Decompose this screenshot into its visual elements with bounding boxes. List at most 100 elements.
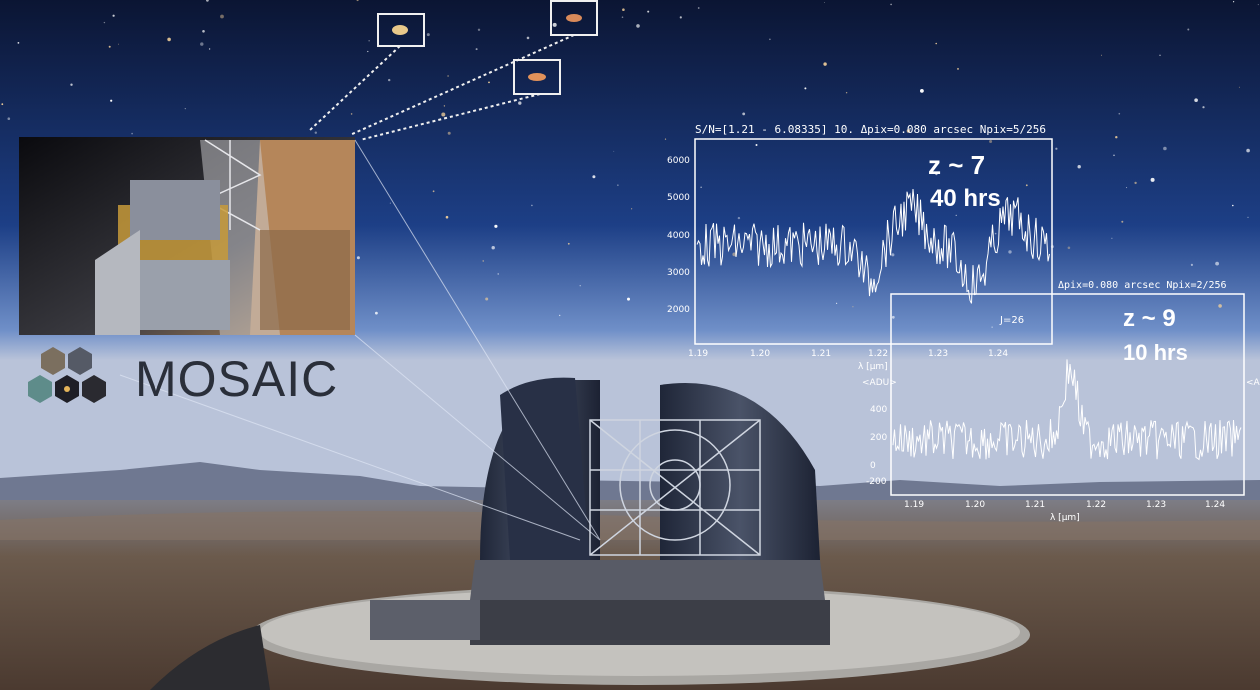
star [485,297,489,301]
spectrum-bottom-xtick: 1.21 [1025,500,1046,510]
spectrum-top-line [696,188,1050,304]
star [1025,184,1028,187]
star [131,132,133,135]
spectrum-top-xtick: 1.22 [868,349,889,359]
star [891,253,895,257]
spectrum-bottom-ytick: 200 [870,433,888,443]
star [108,45,111,48]
spectrum-bottom-ytick: 0 [870,461,876,471]
star [494,224,498,228]
star [1150,177,1155,182]
star [631,208,633,210]
star [356,0,359,2]
star [742,112,746,116]
spectrum-top-title: S/N=[1.21 - 6.08335] 10. Δpix=0.080 arcs… [695,123,1046,136]
star [220,14,224,19]
star [935,172,938,176]
star [491,246,495,250]
star [389,202,391,204]
star [7,117,11,120]
star [552,22,557,27]
star [441,112,446,117]
star [891,315,895,319]
star [906,129,911,133]
star [475,48,478,51]
spectrum-top-xtick: 1.19 [688,349,709,359]
star [167,37,171,42]
star [1202,106,1205,109]
star [1101,54,1102,56]
star [110,99,113,102]
star [356,256,360,260]
galaxy-markers [309,0,598,141]
star [447,131,451,135]
star [1232,204,1234,207]
spectrum-top-xtick: 1.24 [988,349,1009,359]
star [697,7,700,9]
star [567,242,570,245]
star [497,273,499,275]
star [935,42,937,45]
star [1194,98,1198,102]
spectrum-top-xtick: 1.23 [928,349,949,359]
star [1118,112,1121,115]
star [447,75,449,77]
light-beams [119,139,601,541]
instrument-inset [19,137,355,335]
star [103,21,106,24]
star [617,184,619,186]
star [627,297,630,301]
star [184,108,186,110]
star [314,131,317,134]
star [1111,237,1113,239]
spectrum-bottom-ylabel: <ADU> [862,378,897,388]
star [200,42,204,46]
star [367,50,369,53]
star [664,138,667,140]
spectrum-bottom-ytick: 400 [870,405,888,415]
star [613,150,615,152]
spectrum-top-xtick: 1.21 [811,349,832,359]
star [1238,86,1240,88]
star [1247,216,1249,218]
star [991,326,993,328]
star [1121,220,1124,223]
spectrum-bottom-xtick: 1.22 [1086,500,1107,510]
star [823,62,827,66]
star [1077,165,1081,169]
star [375,311,378,315]
spectrum-top-redshift: z ~ 7 [928,150,986,180]
spectrum-trace [696,188,1050,304]
star [824,2,825,3]
star [1055,147,1058,150]
star [1246,148,1250,153]
star [559,314,561,317]
star [445,215,449,219]
star [622,8,625,11]
star [70,83,73,86]
star [208,48,211,50]
star [1190,263,1193,266]
star [112,14,115,17]
star [1159,54,1161,56]
star [488,81,490,84]
star [994,232,997,235]
star [526,36,530,40]
spectrum-bottom-xtick: 1.20 [965,500,986,510]
spectrum-top-exposure: 40 hrs [930,185,1001,212]
star [477,28,481,31]
star [350,113,353,115]
spectrum-bottom-xtick: 1.24 [1205,500,1226,510]
telescope-truss [589,419,761,556]
star [679,16,682,19]
star [388,78,391,82]
spectrum-bottom-ytick: -200 [866,477,887,487]
star [920,89,924,93]
star [443,105,446,107]
star [700,186,702,188]
spectrum-bottom-frame [890,293,1245,496]
star [621,16,624,19]
star [845,92,848,94]
star [531,204,533,207]
star [1,103,4,106]
